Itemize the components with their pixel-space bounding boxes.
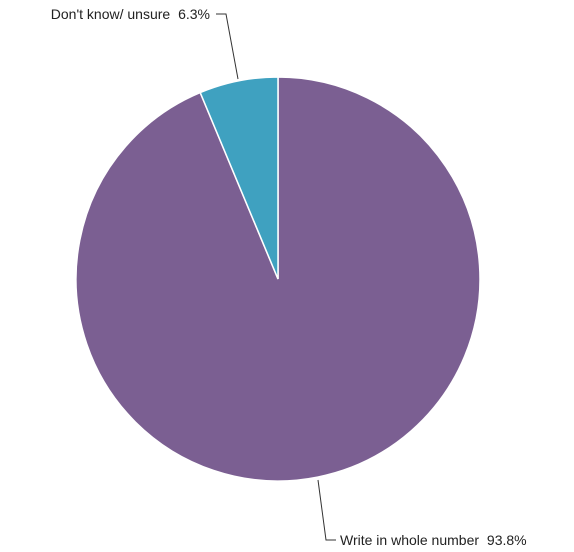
slice-dont-know [199, 76, 279, 280]
label-group-dont-know: Don't know/ unsure 6.3% [51, 6, 239, 80]
slice-label-dont-know-name: Don't know/ unsure [51, 6, 171, 22]
leader-line-dont-know [216, 13, 239, 80]
slice-label-dont-know: Don't know/ unsure 6.3% [51, 6, 210, 22]
label-group-write-in: Write in whole number 93.8% [317, 479, 527, 548]
leader-line-write-in [317, 479, 336, 541]
slice-label-dont-know-value: 6.3% [178, 6, 210, 22]
pie-slices [75, 76, 481, 482]
slice-label-write-in-value: 93.8% [487, 532, 527, 548]
slice-label-write-in-name: Write in whole number [340, 532, 479, 548]
slice-label-write-in: Write in whole number 93.8% [340, 532, 527, 548]
